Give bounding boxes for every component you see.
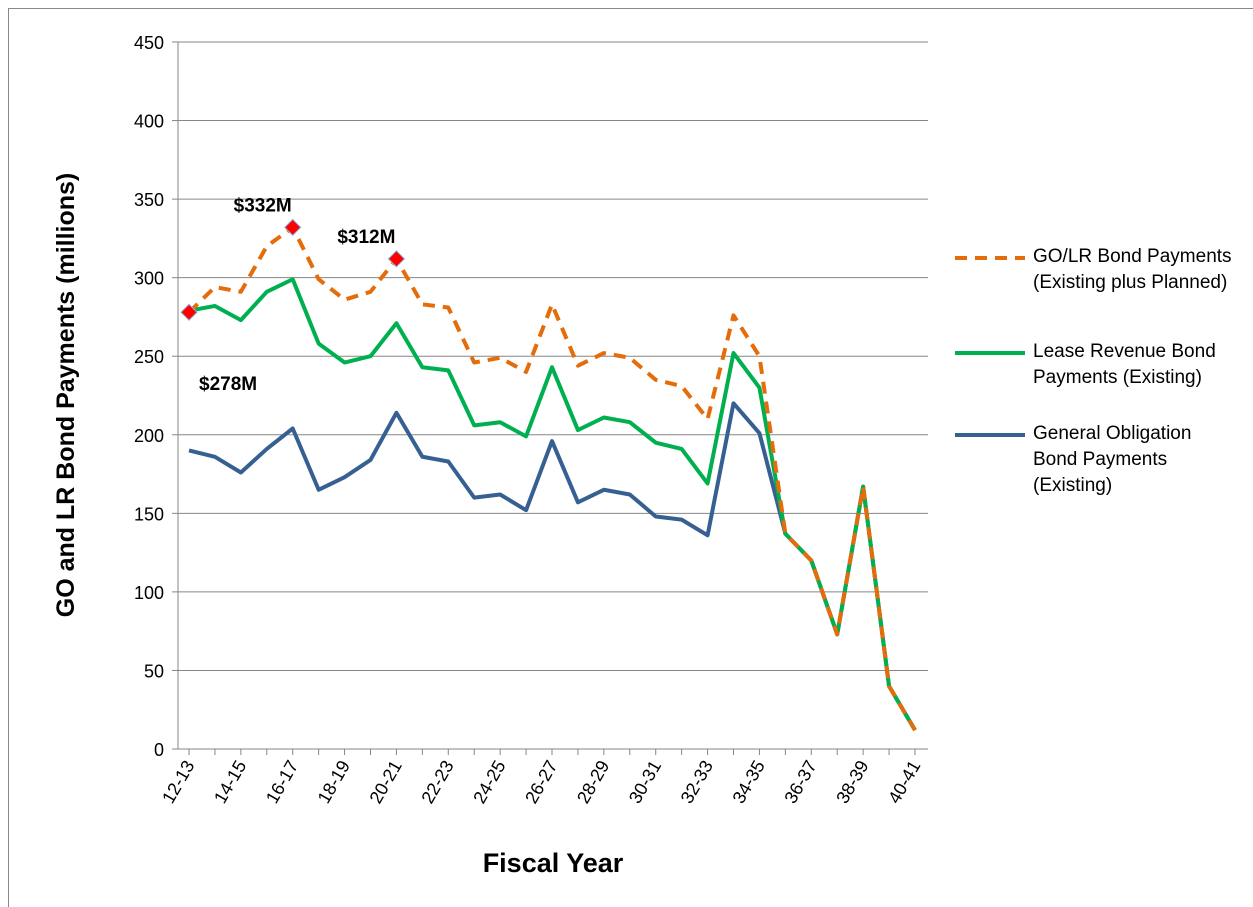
- annotation-marker: [387, 250, 406, 268]
- annotation-marker: [284, 218, 302, 237]
- x-tick-label: 22-23: [417, 757, 457, 807]
- legend-entry: GO/LR Bond Payments (Existing plus Plann…: [1033, 246, 1232, 293]
- chart-frame: [8, 8, 1253, 907]
- y-tick-label: 400: [134, 112, 164, 132]
- annotation-marker: [180, 303, 198, 321]
- x-tick-label: 18-19: [314, 757, 354, 807]
- annotation-label: $278M: [199, 374, 257, 395]
- y-tick-label: 200: [134, 426, 164, 446]
- x-axis-title: Fiscal Year: [483, 848, 624, 878]
- y-tick-label: 50: [144, 661, 164, 681]
- x-tick-label: 14-15: [210, 757, 250, 807]
- y-tick-label: 150: [134, 504, 164, 524]
- legend-label: General Obligation Bond Payments (Existi…: [1033, 423, 1192, 496]
- x-tick-label: 34-35: [729, 757, 769, 807]
- annotation-label: $312M: [337, 227, 395, 248]
- x-tick-label: 36-37: [780, 757, 820, 807]
- y-tick-label: 450: [134, 33, 164, 53]
- y-tick-label: 300: [134, 269, 164, 289]
- x-tick-label: 30-31: [625, 757, 665, 807]
- x-tick-label: 16-17: [262, 757, 302, 807]
- series-line: [188, 401, 917, 732]
- x-tick-label: 12-13: [158, 757, 198, 807]
- y-tick-label: 0: [154, 740, 164, 760]
- x-tick-label: 28-29: [573, 757, 613, 807]
- y-tick-label: 250: [134, 347, 164, 367]
- legend-label: Lease Revenue Bond Payments (Existing): [1033, 341, 1216, 388]
- x-tick-label: 26-27: [521, 757, 561, 807]
- series-line: [188, 277, 917, 732]
- y-axis-title: GO and LR Bond Payments (millions): [52, 173, 80, 617]
- x-tick-label: 20-21: [366, 757, 406, 807]
- y-tick-label: 100: [134, 583, 164, 603]
- x-tick-label: 24-25: [469, 757, 509, 807]
- legend-entry: Lease Revenue Bond Payments (Existing): [1033, 341, 1216, 388]
- annotation-label: $332M: [234, 195, 292, 216]
- x-tick-label: 32-33: [677, 757, 717, 807]
- legend-label: GO/LR Bond Payments (Existing plus Plann…: [1033, 246, 1232, 293]
- x-tick-label: 38-39: [832, 757, 872, 807]
- legend-entry: General Obligation Bond Payments (Existi…: [1033, 423, 1192, 496]
- x-tick-label: 40-41: [884, 757, 924, 807]
- series-line: [187, 225, 917, 732]
- y-tick-label: 350: [134, 190, 164, 210]
